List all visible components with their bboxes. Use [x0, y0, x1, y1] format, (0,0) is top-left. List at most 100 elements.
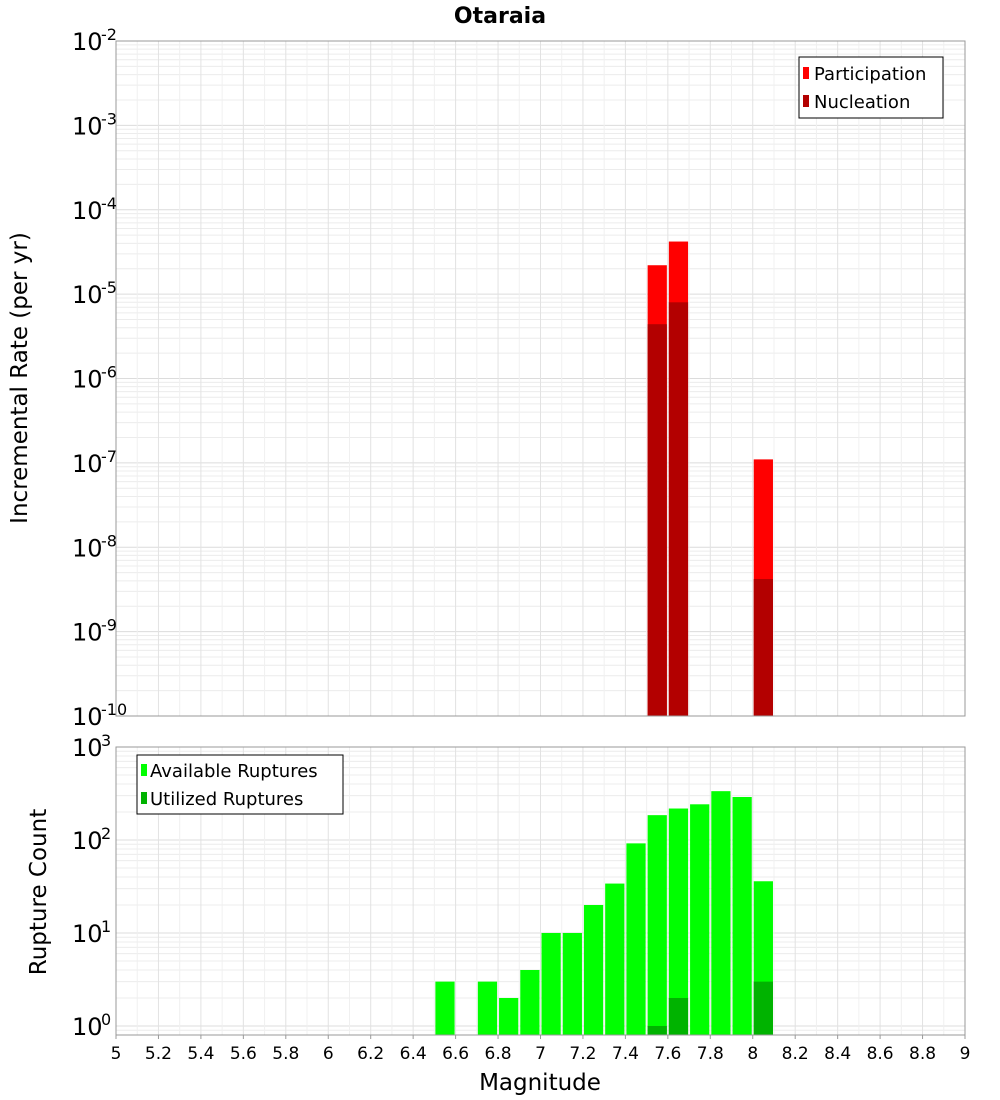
- y-tick-base: 10: [72, 920, 103, 948]
- top-bar-nucleation: [753, 579, 773, 716]
- top-legend-box: [798, 56, 944, 119]
- x-tick-label: 7.6: [654, 1044, 681, 1064]
- top-plot-frame: [115, 40, 966, 717]
- y-tick-base: 10: [72, 197, 103, 225]
- bottom-bar-available-ruptures: [732, 796, 752, 1035]
- bottom-bar-available-ruptures: [477, 981, 498, 1035]
- top-bars: [647, 241, 773, 717]
- y-tick-exponent: -4: [101, 194, 117, 213]
- y-tick-exponent: 2: [101, 824, 111, 843]
- x-tick-label: 5.2: [145, 1044, 172, 1064]
- x-axis-label: Magnitude: [479, 1070, 601, 1096]
- bottom-y-axis-label: Rupture Count: [26, 809, 52, 975]
- y-tick-label: 10-5: [72, 278, 117, 309]
- y-tick-exponent: 1: [101, 917, 111, 936]
- x-tick-label: 8.2: [782, 1044, 809, 1064]
- top-bar-nucleation: [668, 302, 689, 716]
- x-tick-label: 6: [323, 1044, 334, 1064]
- y-tick-base: 10: [72, 734, 103, 762]
- bottom-bar-available-ruptures: [583, 904, 604, 1035]
- x-tick-label: 5.8: [272, 1044, 299, 1064]
- legend-swatch-available-ruptures: [141, 764, 147, 776]
- bottom-bar-utilized-ruptures: [753, 981, 773, 1035]
- legend-label-available-ruptures: Available Ruptures: [150, 761, 318, 782]
- bottom-bar-available-ruptures: [690, 804, 710, 1035]
- chart-title: Otaraia: [454, 4, 546, 29]
- x-tick-label: 7.2: [569, 1044, 596, 1064]
- y-tick-base: 10: [72, 450, 103, 478]
- y-tick-base: 10: [72, 28, 103, 56]
- bottom-bar-utilized-ruptures: [647, 1025, 667, 1035]
- top-legend: Participation Nucleation: [798, 56, 944, 119]
- bottom-bar-available-ruptures: [605, 883, 625, 1035]
- x-tick-label: 8.8: [909, 1044, 936, 1064]
- bottom-bar-available-ruptures: [626, 843, 646, 1035]
- legend-label-nucleation: Nucleation: [814, 92, 910, 113]
- bottom-bars: [435, 791, 773, 1035]
- y-tick-label: 10-8: [72, 531, 117, 562]
- x-tick-label: 5.4: [187, 1044, 214, 1064]
- x-tick-label: 6.4: [400, 1044, 427, 1064]
- bottom-bar-available-ruptures: [520, 969, 540, 1035]
- top-bar-nucleation: [647, 324, 667, 716]
- x-tick-label: 8.6: [867, 1044, 894, 1064]
- y-tick-base: 10: [72, 619, 103, 647]
- y-tick-exponent: -6: [101, 363, 117, 382]
- y-tick-base: 10: [72, 703, 103, 731]
- y-tick-base: 10: [72, 281, 103, 309]
- bottom-bar-available-ruptures: [435, 981, 455, 1035]
- legend-swatch-utilized-ruptures: [141, 792, 147, 804]
- x-tick-label: 8.4: [824, 1044, 851, 1064]
- bottom-bar-available-ruptures: [541, 932, 561, 1035]
- y-tick-exponent: -9: [101, 616, 117, 635]
- y-tick-label: 10-4: [72, 194, 117, 225]
- y-tick-base: 10: [72, 827, 103, 855]
- x-tick-label: 7: [535, 1044, 546, 1064]
- y-tick-label: 103: [72, 731, 111, 762]
- y-tick-label: 10-9: [72, 616, 117, 647]
- y-tick-exponent: -2: [101, 25, 117, 44]
- bottom-bar-utilized-ruptures: [668, 997, 689, 1035]
- top-panel: 10-210-310-410-510-610-710-810-910-10 In…: [7, 25, 966, 731]
- legend-swatch-nucleation: [803, 95, 809, 107]
- x-tick-label: 9: [960, 1044, 971, 1064]
- y-tick-base: 10: [72, 366, 103, 394]
- y-tick-base: 10: [72, 112, 103, 140]
- legend-swatch-participation: [803, 67, 809, 79]
- x-tick-label: 6.8: [485, 1044, 512, 1064]
- bottom-legend: Available Ruptures Utilized Ruptures: [136, 754, 344, 815]
- x-tick-label: 6.6: [442, 1044, 469, 1064]
- y-tick-exponent: -7: [101, 447, 117, 466]
- x-tick-label: 5: [111, 1044, 122, 1064]
- y-tick-label: 10-3: [72, 109, 117, 140]
- top-y-ticks: 10-210-310-410-510-610-710-810-910-10: [72, 25, 127, 731]
- y-tick-exponent: -5: [101, 278, 117, 297]
- y-tick-exponent: -3: [101, 109, 117, 128]
- y-tick-label: 10-7: [72, 447, 117, 478]
- x-tick-label: 7.4: [612, 1044, 639, 1064]
- x-tick-label: 8: [747, 1044, 758, 1064]
- bottom-legend-box: [136, 754, 344, 815]
- y-tick-exponent: 0: [101, 1010, 111, 1029]
- bottom-bar-available-ruptures: [562, 932, 582, 1035]
- y-tick-base: 10: [72, 534, 103, 562]
- y-tick-exponent: 3: [101, 731, 111, 750]
- legend-label-utilized-ruptures: Utilized Ruptures: [150, 789, 303, 810]
- legend-label-participation: Participation: [814, 64, 926, 85]
- y-tick-exponent: -8: [101, 531, 117, 550]
- x-tick-label: 6.2: [357, 1044, 384, 1064]
- bottom-bar-available-ruptures: [711, 791, 731, 1035]
- y-tick-label: 101: [72, 917, 111, 948]
- y-tick-label: 100: [72, 1010, 111, 1041]
- y-tick-label: 10-2: [72, 25, 117, 56]
- y-tick-label: 102: [72, 824, 111, 855]
- x-tick-label: 7.8: [697, 1044, 724, 1064]
- y-tick-label: 10-10: [72, 700, 127, 731]
- y-tick-base: 10: [72, 1013, 103, 1041]
- y-tick-label: 10-6: [72, 363, 117, 394]
- bottom-x-ticks: 5 5.2 5.4 5.6 5.8 6 6.2 6.4 6.6 6.8 7 7.2 7.4 7.6 7.8 8…: [111, 1035, 971, 1064]
- y-tick-exponent: -10: [101, 700, 127, 719]
